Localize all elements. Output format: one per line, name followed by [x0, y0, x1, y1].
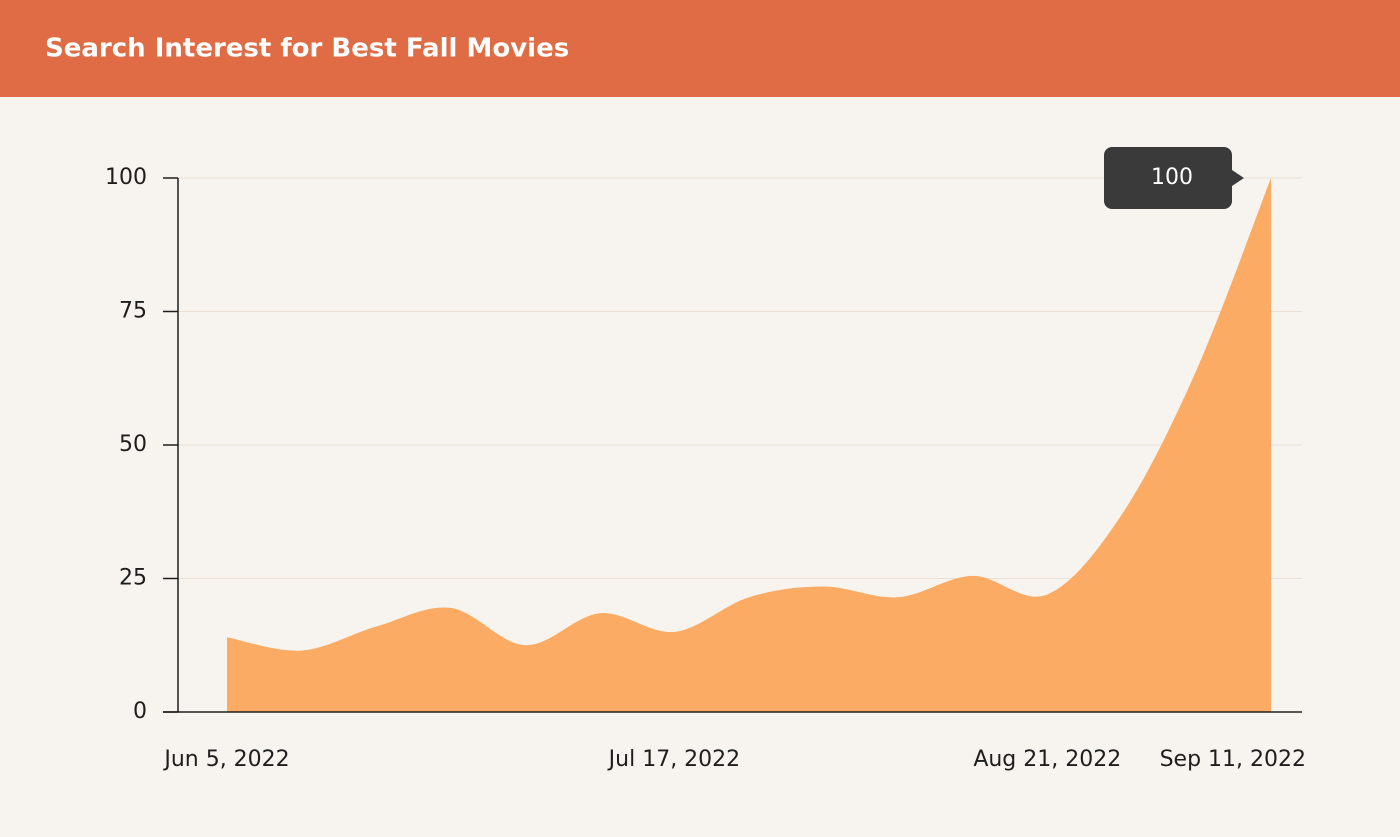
- x-tick-label: Aug 21, 2022: [973, 747, 1121, 772]
- y-tick-label: 50: [119, 432, 147, 457]
- callout-label: 100: [1151, 165, 1193, 190]
- chart-title: Search Interest for Best Fall Movies: [45, 34, 569, 64]
- y-tick-label: 75: [119, 299, 147, 324]
- y-tick-label: 25: [119, 566, 147, 591]
- callout-box: [1104, 147, 1244, 209]
- x-tick-label: Jul 17, 2022: [607, 747, 741, 772]
- y-tick-label: 100: [105, 165, 147, 190]
- x-tick-label: Sep 11, 2022: [1160, 747, 1306, 772]
- x-tick-label: Jun 5, 2022: [162, 747, 289, 772]
- area: [227, 178, 1271, 712]
- y-tick-label: 0: [133, 699, 147, 724]
- header-bar: [0, 0, 1400, 97]
